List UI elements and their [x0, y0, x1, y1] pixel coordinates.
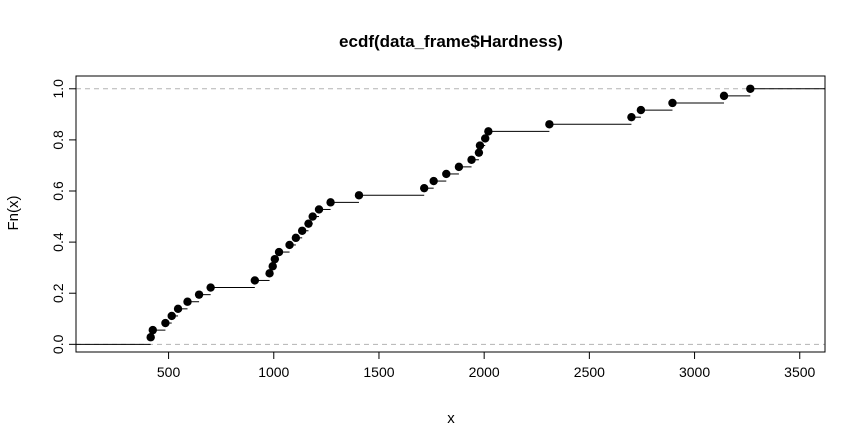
x-tick-label: 3500: [784, 364, 815, 380]
x-tick-label: 2500: [574, 364, 605, 380]
y-axis-label: Fn(x): [5, 196, 22, 231]
data-point: [194, 290, 204, 299]
y-tick-label: 0.0: [50, 334, 66, 354]
data-point: [545, 120, 554, 129]
chart-title: ecdf(data_frame$Hardness): [339, 32, 563, 51]
data-point: [454, 162, 464, 172]
data-point: [636, 105, 646, 115]
data-point: [270, 254, 280, 264]
data-point: [746, 84, 755, 93]
data-point: [484, 127, 493, 136]
data-point: [429, 176, 438, 186]
x-tick-label: 1000: [258, 364, 289, 380]
x-tick-label: 2000: [469, 364, 500, 380]
x-axis-label: x: [447, 410, 455, 427]
x-axis: 500 1000 1500 2000 2500 3000 3500: [157, 351, 816, 380]
data-point: [467, 155, 476, 164]
data-point: [420, 183, 429, 193]
x-tick-label: 500: [157, 364, 181, 380]
data-point: [268, 262, 277, 271]
data-point: [627, 112, 636, 122]
reference-lines: [76, 88, 825, 345]
ecdf-points: [146, 84, 755, 342]
data-point: [206, 283, 215, 292]
data-point: [668, 98, 677, 108]
data-point: [354, 191, 364, 200]
y-tick-label: 0.4: [50, 232, 66, 252]
data-point: [167, 311, 176, 321]
ecdf-steps: [76, 88, 825, 345]
data-point: [297, 226, 307, 235]
x-tick-label: 1500: [363, 364, 394, 380]
y-tick-label: 0.2: [50, 283, 66, 303]
data-point: [148, 325, 157, 335]
data-point: [183, 297, 192, 306]
y-tick-label: 0.6: [50, 181, 66, 201]
data-point: [291, 233, 301, 243]
data-point: [285, 240, 294, 250]
data-point: [481, 134, 490, 143]
y-tick-label: 0.8: [50, 130, 66, 150]
data-point: [161, 318, 170, 328]
data-point: [250, 276, 260, 285]
data-point: [442, 169, 451, 179]
data-point: [146, 333, 155, 342]
y-axis: 0.0 0.2 0.4 0.6 0.8 1.0: [50, 79, 77, 354]
data-point: [475, 141, 485, 150]
data-point: [314, 205, 324, 214]
data-point: [304, 219, 313, 228]
data-point: [326, 198, 335, 207]
x-tick-label: 3000: [679, 364, 710, 380]
plot-frame: [75, 75, 826, 353]
data-point: [719, 91, 729, 101]
data-point: [173, 304, 183, 314]
data-point: [265, 269, 274, 278]
data-point: [308, 212, 317, 221]
data-point: [274, 247, 284, 257]
data-point: [474, 148, 484, 157]
y-tick-label: 1.0: [50, 79, 66, 99]
